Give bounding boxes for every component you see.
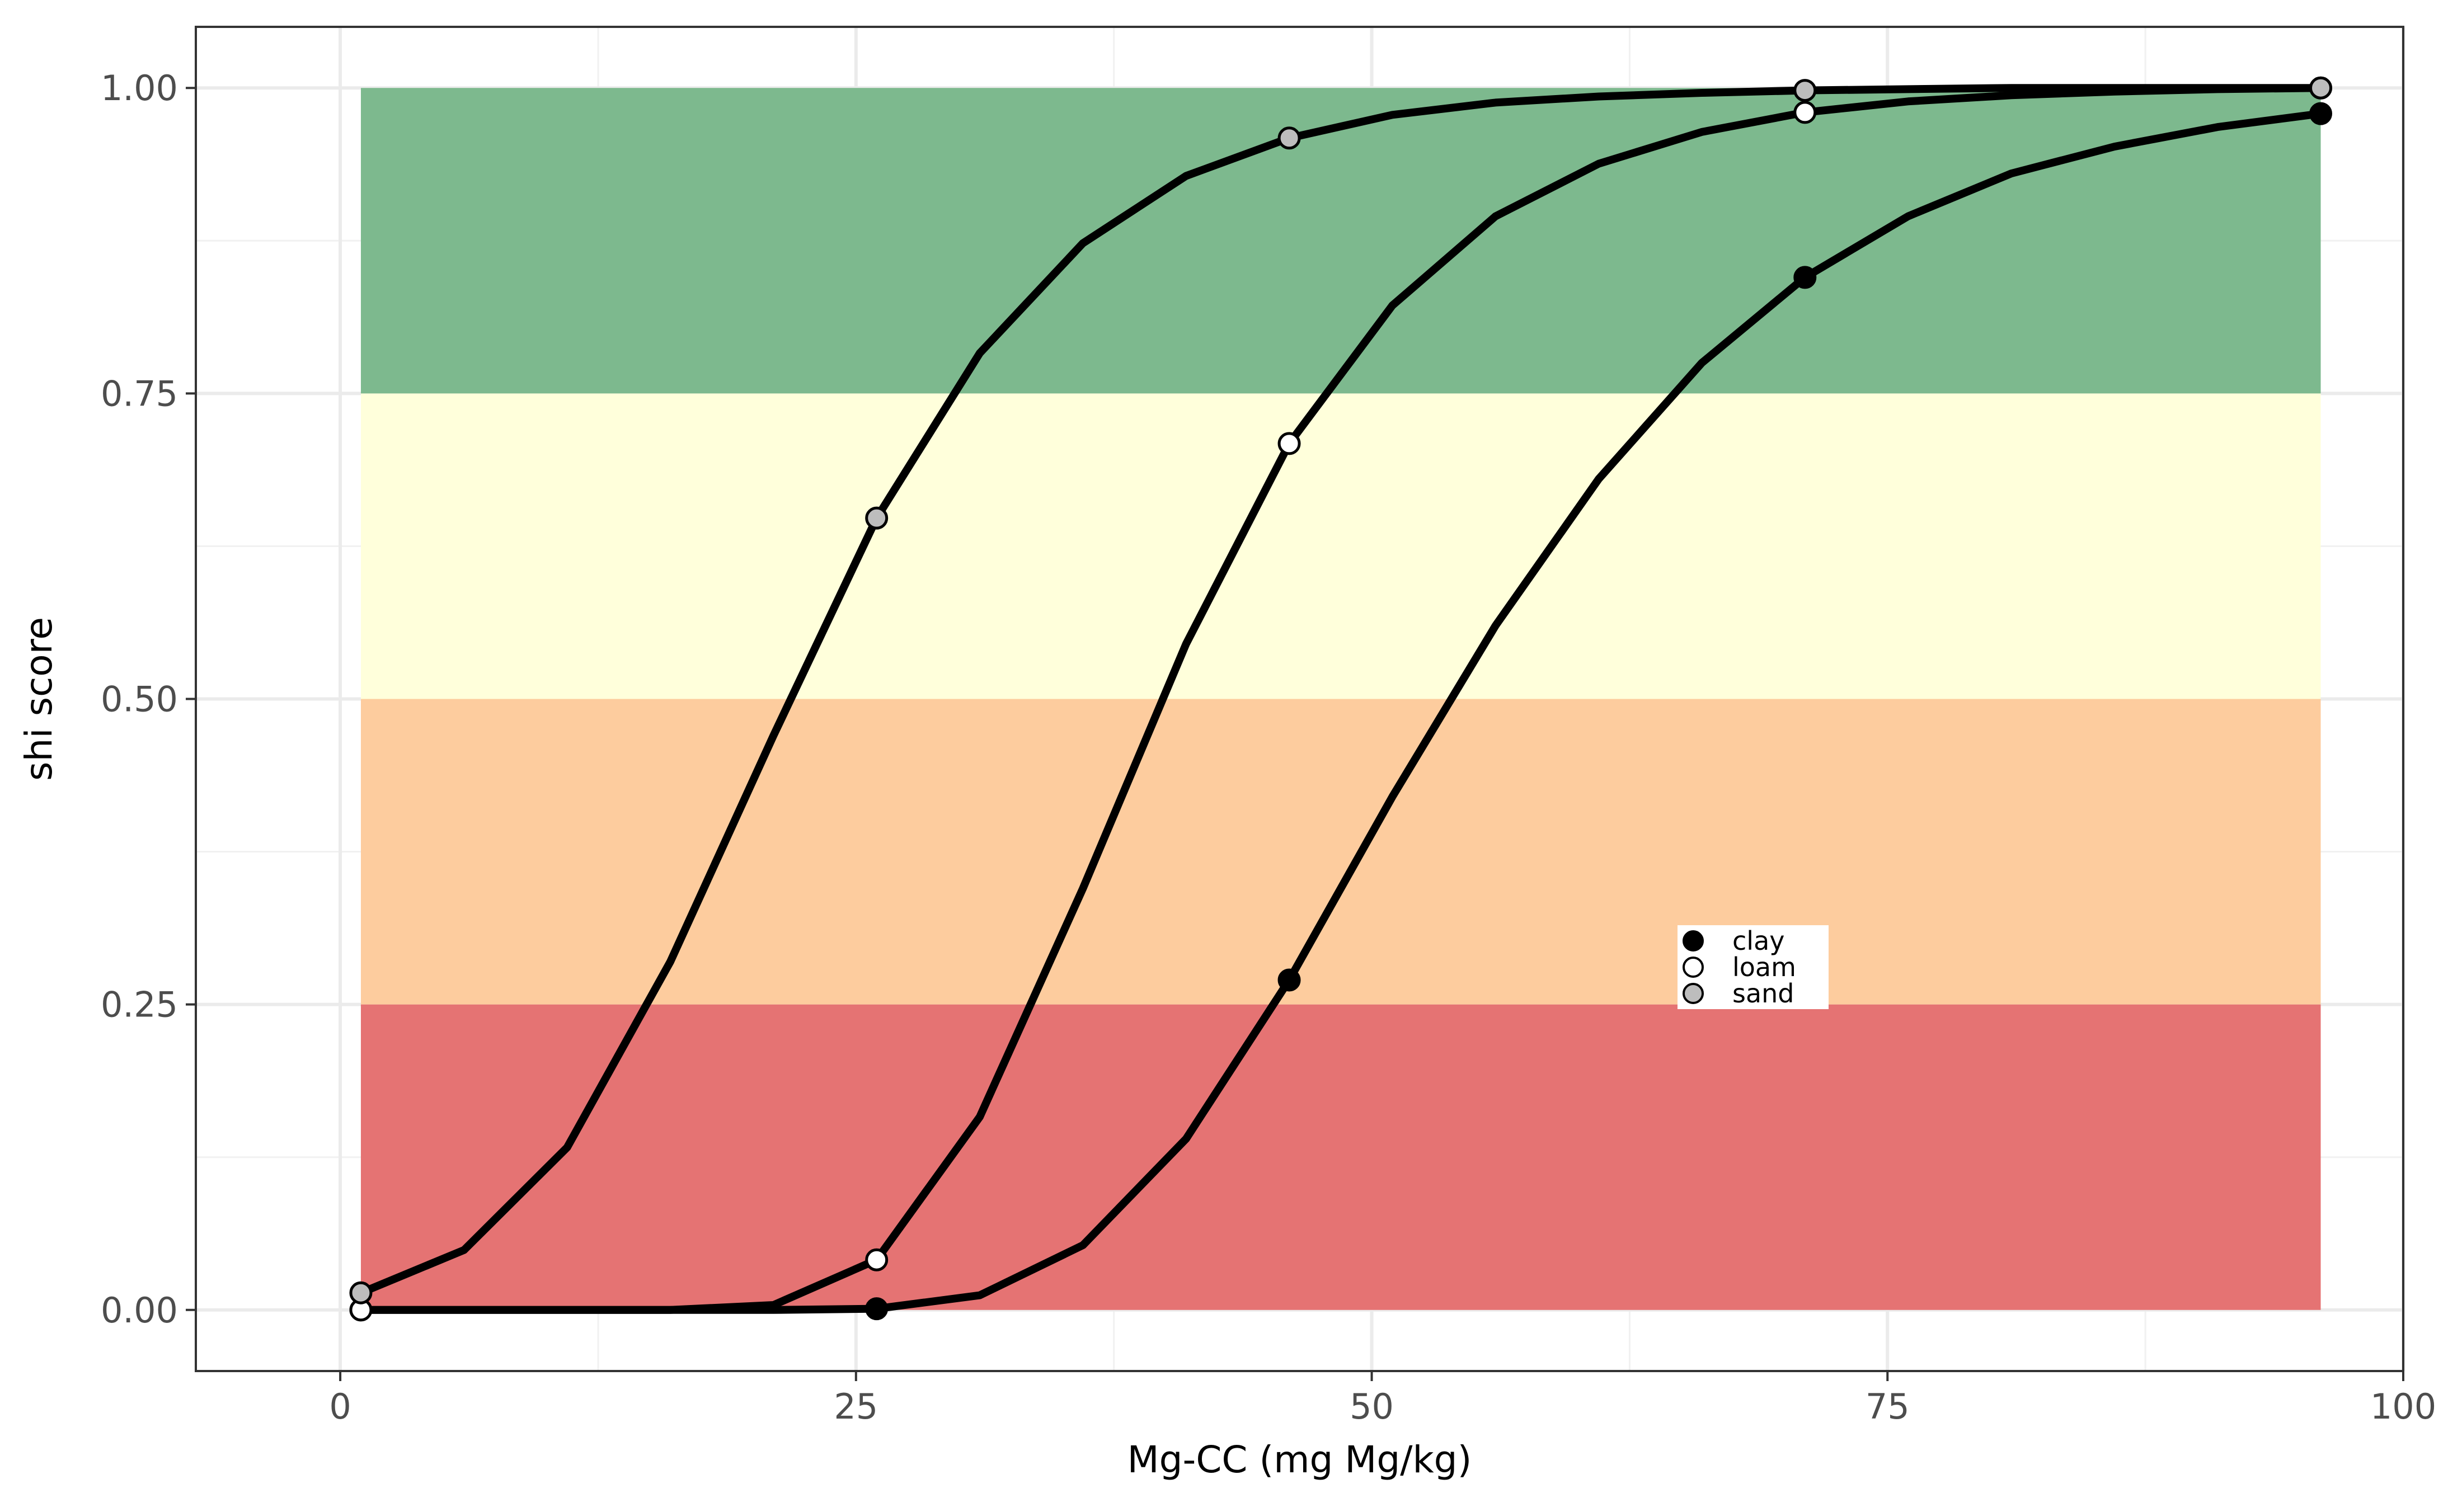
x-axis: 0 25 50 75 100	[329, 1371, 2436, 1427]
series-line-sand	[357, 84, 2325, 1297]
legend-label-sand: sand	[1732, 978, 1794, 1009]
y-tick-label: 0.00	[101, 1290, 178, 1331]
data-point-sand	[1793, 79, 1817, 102]
data-point-clay	[865, 1297, 889, 1321]
data-point-clay	[1793, 266, 1817, 289]
x-axis-title: Mg-CC (mg Mg/kg)	[1127, 1438, 1472, 1481]
data-point-sand	[2309, 76, 2333, 100]
data-point-loam	[865, 1248, 889, 1271]
x-tick-label: 50	[1350, 1386, 1394, 1427]
legend-label-clay: clay	[1732, 926, 1784, 956]
series-markers	[349, 76, 2333, 1322]
legend-key-loam	[1683, 957, 1704, 978]
score-band-3	[360, 88, 2321, 394]
x-tick-label: 25	[834, 1386, 878, 1427]
score-band-1	[360, 699, 2321, 1005]
legend-key-clay	[1683, 930, 1704, 952]
legend-label-loam: loam	[1732, 952, 1796, 982]
data-point-loam	[1277, 432, 1301, 455]
x-tick-label: 100	[2370, 1386, 2436, 1427]
data-point-sand	[1277, 126, 1301, 150]
y-axis-title: shi score	[17, 617, 60, 781]
x-tick-label: 0	[329, 1386, 351, 1427]
score-band-2	[360, 393, 2321, 699]
data-point-sand	[865, 506, 889, 530]
score-band-0	[360, 1004, 2321, 1310]
y-tick-label: 0.75	[101, 373, 178, 414]
data-point-clay	[1277, 968, 1301, 992]
legend-key-sand	[1683, 983, 1704, 1004]
series-lines	[357, 84, 2325, 1314]
y-tick-label: 0.25	[101, 985, 178, 1025]
data-point-sand	[349, 1281, 373, 1304]
data-point-clay	[2309, 102, 2333, 125]
x-tick-label: 75	[1866, 1386, 1910, 1427]
y-tick-label: 1.00	[101, 68, 178, 109]
y-axis: 0.00 0.25 0.50 0.75 1.00	[101, 68, 196, 1331]
score-bands	[360, 88, 2321, 1310]
data-point-loam	[1793, 101, 1817, 124]
series-line-loam	[357, 84, 2325, 1314]
y-tick-label: 0.50	[101, 679, 178, 720]
